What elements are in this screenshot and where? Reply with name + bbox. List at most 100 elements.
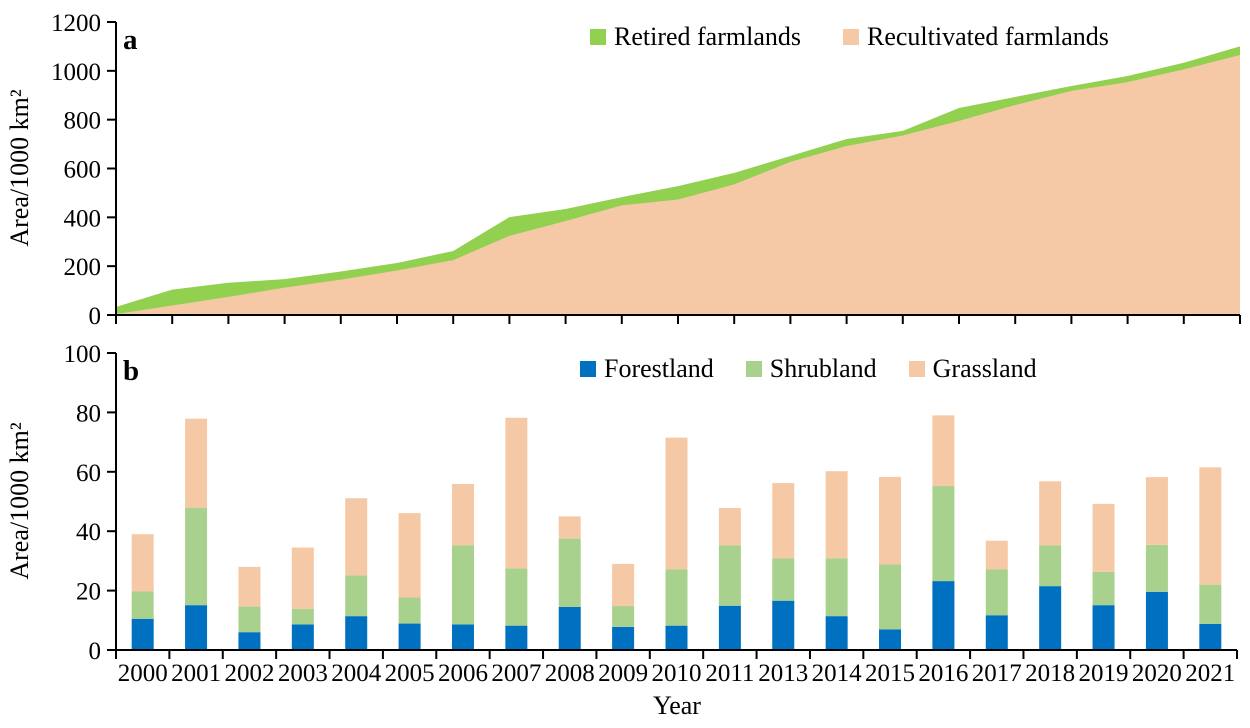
grassland-swatch-icon <box>908 361 925 377</box>
legend-item-shrubland: Shrubland <box>745 354 877 383</box>
bar-segment-forestland <box>985 615 1008 650</box>
bar-segment-shrubland <box>398 597 421 624</box>
bar-segment-shrubland <box>451 545 474 625</box>
bar-segment-grassland <box>558 516 581 539</box>
x-tick-label: 2005 <box>385 660 435 687</box>
y-tick-label: 0 <box>89 303 102 330</box>
legend-label-shrubland: Shrubland <box>769 354 877 383</box>
y-tick-label: 800 <box>64 108 102 135</box>
bar-segment-shrubland <box>612 606 635 627</box>
bar-segment-forestland <box>932 581 955 650</box>
x-tick-label: 2007 <box>491 660 541 687</box>
bar-segment-forestland <box>238 632 261 650</box>
panel-a-axes <box>107 21 1241 324</box>
bar-segment-grassland <box>985 540 1008 570</box>
legend-panel-b: Forestland Shrubland Grassland <box>580 356 1037 382</box>
bar-segment-forestland <box>772 600 795 650</box>
bar-segment-forestland <box>185 605 208 650</box>
bar-segment-grassland <box>1039 481 1062 546</box>
x-tick-label: 2008 <box>545 660 595 687</box>
y-tick-label: 100 <box>64 341 102 368</box>
area-recultivated-farmlands <box>116 54 1240 316</box>
legend-item-recultivated-farmlands: Recultivated farmlands <box>843 24 1109 50</box>
retired-farmlands-swatch-icon <box>590 29 606 45</box>
y-tick-label: 600 <box>64 157 102 184</box>
bar-segment-shrubland <box>131 591 154 619</box>
bar-segment-grassland <box>185 418 208 509</box>
bar-segment-forestland <box>1145 591 1168 650</box>
x-tick-label: 2019 <box>1079 660 1129 687</box>
bar-segment-forestland <box>1092 605 1115 650</box>
bar-segment-forestland <box>505 625 528 650</box>
bar-segment-shrubland <box>879 564 902 630</box>
bar-segment-forestland <box>1039 586 1062 650</box>
bar-segment-grassland <box>131 534 154 592</box>
y-axis-title-a: Area/1000 km² <box>5 89 34 247</box>
y-tick-label: 40 <box>76 519 101 546</box>
legend-label-grassland: Grassland <box>932 354 1037 383</box>
bar-segment-shrubland <box>985 569 1008 616</box>
y-axis-title-b: Area/1000 km² <box>5 422 34 580</box>
bar-segment-grassland <box>825 471 848 559</box>
y-tick-label: 20 <box>76 579 101 606</box>
x-tick-label: 2020 <box>1132 660 1182 687</box>
bar-segment-grassland <box>1092 503 1115 572</box>
y-tick-label: 400 <box>64 205 102 232</box>
bar-segment-shrubland <box>185 508 208 606</box>
bar-segment-forestland <box>291 624 314 650</box>
bar-segment-shrubland <box>505 568 528 626</box>
bar-segment-forestland <box>879 629 902 650</box>
panel-b-bars <box>131 415 1222 650</box>
panel-b-axes <box>107 352 1238 659</box>
bar-segment-shrubland <box>665 569 688 626</box>
bar-segment-grassland <box>879 476 902 565</box>
x-tick-label: 2011 <box>705 660 754 687</box>
bar-segment-shrubland <box>825 558 848 617</box>
legend-label-forestland: Forestland <box>604 354 714 383</box>
bar-segment-forestland <box>451 624 474 650</box>
y-tick-label: 1000 <box>51 59 101 86</box>
x-tick-label: 2021 <box>1185 660 1235 687</box>
panel-a-areas <box>116 46 1240 316</box>
legend-item-retired-farmlands: Retired farmlands <box>590 24 801 50</box>
bar-segment-grassland <box>505 417 528 569</box>
x-axis-title: Year <box>653 691 701 720</box>
x-tick-label: 2017 <box>972 660 1022 687</box>
bar-segment-forestland <box>718 605 741 650</box>
shrubland-swatch-icon <box>745 361 762 377</box>
bar-segment-forestland <box>398 623 421 650</box>
x-tick-label: 2000 <box>118 660 168 687</box>
x-tick-label: 2014 <box>812 660 863 687</box>
bar-segment-grassland <box>718 508 741 546</box>
bar-segment-forestland <box>1199 623 1222 650</box>
panel-a-ytick-labels: 0 200 400 600 800 1000 1200 <box>51 10 101 330</box>
x-tick-label: 2016 <box>918 660 968 687</box>
bar-segment-shrubland <box>718 545 741 606</box>
bar-segment-grassland <box>451 483 474 546</box>
y-tick-label: 80 <box>76 400 101 427</box>
legend-panel-a: Retired farmlands Recultivated farmlands <box>590 24 1109 50</box>
bar-segment-shrubland <box>345 575 368 617</box>
bar-segment-shrubland <box>1092 571 1115 606</box>
bar-segment-forestland <box>665 625 688 650</box>
bar-segment-grassland <box>291 547 314 609</box>
x-tick-label: 2013 <box>758 660 808 687</box>
y-tick-label: 1200 <box>51 10 101 37</box>
y-tick-label: 60 <box>76 460 101 487</box>
bar-segment-forestland <box>558 606 581 650</box>
bar-segment-grassland <box>772 483 795 559</box>
bar-segment-grassland <box>1199 467 1222 585</box>
x-tick-label: 2010 <box>652 660 702 687</box>
bar-segment-shrubland <box>1199 584 1222 624</box>
x-tick-label: 2006 <box>438 660 488 687</box>
bar-segment-shrubland <box>291 608 314 625</box>
bar-segment-grassland <box>345 498 368 576</box>
bar-segment-shrubland <box>558 538 581 607</box>
recultivated-farmlands-swatch-icon <box>843 29 859 45</box>
panel-b-letter: b <box>123 355 140 387</box>
bar-segment-shrubland <box>1145 544 1168 592</box>
legend-item-grassland: Grassland <box>908 354 1037 383</box>
x-tick-label: 2003 <box>278 660 328 687</box>
bar-segment-forestland <box>612 626 635 650</box>
